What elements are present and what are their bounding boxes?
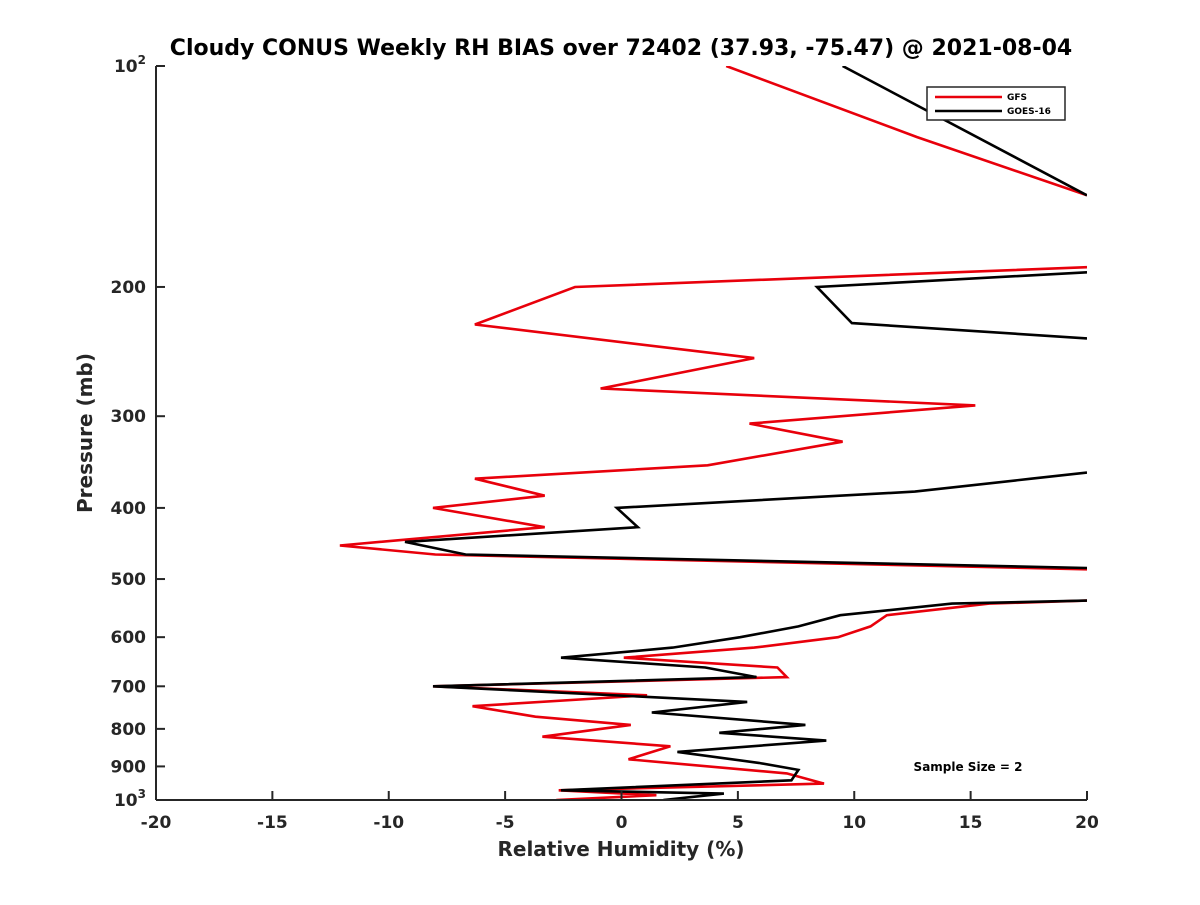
legend-label-goes-16: GOES-16	[1007, 107, 1051, 117]
legend: GFS GOES-16	[926, 86, 1066, 121]
x-tick-label: -15	[257, 813, 288, 833]
x-tick-label: 20	[1075, 813, 1099, 833]
series-line-gfs	[339, 66, 1087, 800]
legend-label-gfs: GFS	[1007, 93, 1027, 103]
y-tick-label: 600	[111, 628, 147, 648]
series-line-goes-16	[404, 66, 1087, 800]
x-tick-label: -5	[496, 813, 515, 833]
x-ticks: -20 -15 -10 -5 0 5 10 15 20	[141, 791, 1099, 833]
x-axis-label: Relative Humidity (%)	[497, 837, 744, 861]
x-tick-label: 5	[732, 813, 744, 833]
x-tick-label: -10	[373, 813, 404, 833]
x-tick-label: -20	[141, 813, 172, 833]
y-tick-label: 500	[111, 570, 147, 590]
x-tick-label: 15	[959, 813, 983, 833]
legend-box	[926, 86, 1066, 121]
y-axis-label: Pressure (mb)	[73, 353, 97, 513]
x-tick-label: 0	[616, 813, 628, 833]
y-tick-label: 103	[114, 787, 146, 811]
y-tick-label: 900	[111, 757, 147, 777]
y-tick-label: 400	[111, 499, 147, 519]
sample-size-annotation: Sample Size = 2	[914, 760, 1023, 774]
x-tick-label: 10	[842, 813, 866, 833]
y-tick-label: 700	[111, 677, 147, 697]
y-tick-label: 200	[111, 278, 147, 298]
plot-area: -20 -15 -10 -5 0 5 10 15 20 10220030040050060070…	[111, 53, 1099, 833]
series-layer	[339, 66, 1087, 800]
y-tick-label: 800	[111, 720, 147, 740]
y-tick-label: 300	[111, 407, 147, 427]
chart-title: Cloudy CONUS Weekly RH BIAS over 72402 (…	[170, 36, 1072, 61]
